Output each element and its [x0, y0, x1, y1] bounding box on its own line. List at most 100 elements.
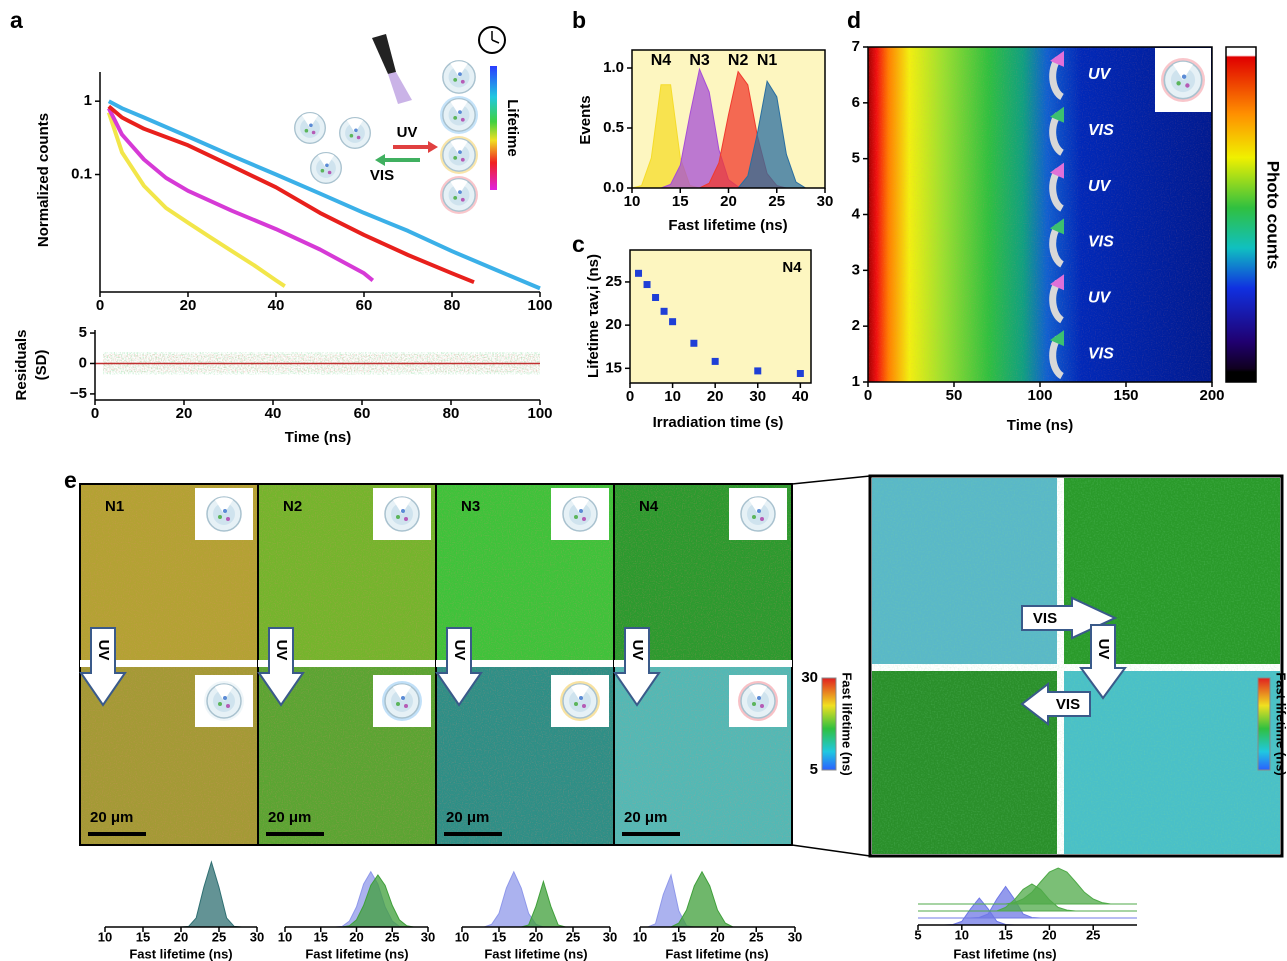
y-tick-label: 1.0 — [603, 59, 624, 76]
point — [660, 307, 668, 315]
x-tick-label: 20 — [174, 929, 188, 944]
x-tick-label: 60 — [356, 297, 373, 314]
x-tick-label: 100 — [527, 297, 552, 314]
x-tick-label: 25 — [1086, 927, 1100, 942]
cycle-arrow-head — [1050, 50, 1064, 67]
x-axis-label: Irradiation time (s) — [653, 414, 784, 431]
x-tick-label: 100 — [527, 405, 552, 422]
point — [754, 367, 762, 375]
image-noise — [872, 478, 1280, 854]
x-axis-label: Fast lifetime (ns) — [305, 946, 408, 961]
image-label: N3 — [461, 498, 480, 515]
annotation: UV — [397, 124, 418, 141]
annotation: Lifetime — [504, 99, 521, 157]
distribution — [918, 885, 1129, 919]
x-tick-label: 80 — [444, 297, 461, 314]
x-tick-label: 15 — [314, 929, 328, 944]
x-axis-label: Fast lifetime (ns) — [129, 946, 232, 961]
x-tick-label: 10 — [98, 929, 112, 944]
nanoparticle — [339, 117, 371, 149]
y-tick-label: 4 — [852, 205, 861, 222]
x-tick-label: 10 — [633, 929, 647, 944]
colorbar-label: Fast lifetime (ns) — [1274, 672, 1287, 775]
x-tick-label: 10 — [955, 927, 969, 942]
x-tick-label: 20 — [529, 929, 543, 944]
nanoparticle — [562, 496, 598, 532]
heatmap-texture — [868, 47, 1212, 382]
x-tick-label: 25 — [768, 193, 785, 210]
colorbar-tick-label: 30 — [801, 669, 818, 686]
nanoparticle — [740, 496, 776, 532]
switch-image: VIS UV VIS — [868, 474, 1284, 858]
lifetime-scale-bar — [490, 66, 497, 190]
series-label: N3 — [689, 52, 710, 69]
scale-bar-label: 20 μm — [268, 809, 311, 826]
nanoparticle — [206, 496, 242, 532]
gap — [614, 660, 792, 667]
arrow-label: VIS — [1033, 610, 1057, 627]
x-tick-label: 60 — [354, 405, 371, 422]
cycle-arrow-head — [1050, 106, 1064, 123]
y-tick-label: 15 — [605, 359, 622, 376]
vis-arrow-head — [375, 154, 385, 166]
panel-label: e — [64, 467, 77, 493]
nanoparticle — [442, 60, 476, 94]
y-axis-label: Events — [577, 95, 594, 144]
x-tick-label: 30 — [421, 929, 435, 944]
panel-label: a — [10, 7, 23, 33]
zoom-lines — [791, 475, 871, 857]
x-tick-label: 30 — [788, 929, 802, 944]
x-tick-label: 0 — [626, 388, 634, 405]
uv-arrow-head — [428, 141, 438, 153]
x-tick-label: 20 — [176, 405, 193, 422]
y-tick-label: 1 — [84, 92, 92, 109]
colorbar-tick-label: 5 — [810, 761, 818, 778]
nanoparticle — [740, 683, 776, 719]
x-tick-label: 200 — [1199, 387, 1224, 404]
series-label: N4 — [651, 52, 672, 69]
y-tick-label: 6 — [852, 94, 860, 111]
annotation: N4 — [782, 259, 802, 276]
x-tick-label: 15 — [998, 927, 1012, 942]
arrow-label: UV — [451, 640, 468, 661]
decay-curve — [107, 107, 375, 282]
x-tick-label: 150 — [1113, 387, 1138, 404]
nanoparticle — [384, 683, 420, 719]
scale-bar-label: 20 μm — [90, 809, 133, 826]
x-tick-label: 25 — [212, 929, 226, 944]
point — [711, 357, 719, 365]
distribution — [105, 860, 257, 928]
nanoparticle — [442, 138, 476, 172]
nanoparticle — [442, 98, 476, 132]
series-label: N2 — [728, 52, 749, 69]
colorbar — [1225, 46, 1257, 383]
y-tick-label: 0.0 — [603, 179, 624, 196]
light-beam — [388, 72, 412, 104]
x-tick-label: 100 — [1027, 387, 1052, 404]
y-tick-label: 20 — [605, 316, 622, 333]
y-tick-label: 1 — [852, 373, 860, 390]
x-tick-label: 0 — [91, 405, 99, 422]
x-tick-label: 10 — [624, 193, 641, 210]
y-tick-label: 2 — [852, 317, 860, 334]
panel-label: b — [572, 7, 586, 33]
x-tick-label: 5 — [914, 927, 921, 942]
uv-arrow — [613, 627, 661, 707]
arrow-label: UV — [629, 640, 646, 661]
nanoparticle — [206, 683, 242, 719]
cycle-arrow-head — [1050, 274, 1064, 291]
x-tick-label: 50 — [946, 387, 963, 404]
cycle-label: UV — [1088, 66, 1112, 83]
image-panels: N1 UV 20 μm N2 UV 20 μm N3 UV 20 μm N4 UV 20 μm — [79, 483, 793, 846]
cycle-label: VIS — [1088, 122, 1114, 139]
arrow-label: UV — [273, 640, 290, 661]
y-tick-label: 0.1 — [71, 165, 92, 182]
cycle-arrow-head — [1050, 218, 1064, 235]
cycle-annotations: UV VIS UV VIS UV VIS — [1049, 50, 1114, 380]
cycle-arrow-head — [1050, 162, 1064, 179]
gap — [80, 660, 258, 667]
x-tick-label: 30 — [817, 193, 834, 210]
